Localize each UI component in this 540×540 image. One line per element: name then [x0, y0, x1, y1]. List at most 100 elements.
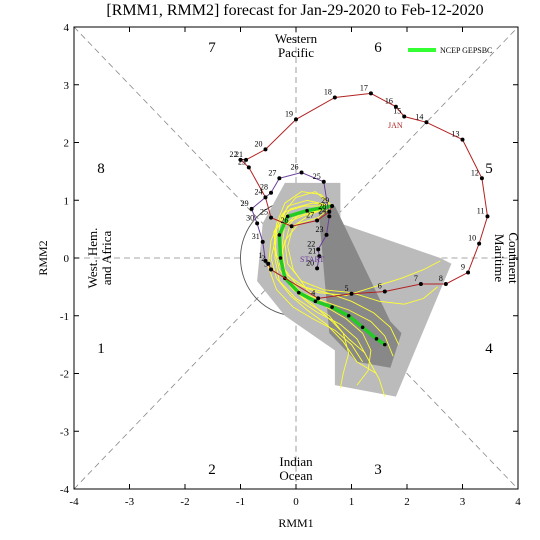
jan-label-24: 24: [254, 187, 262, 196]
jan-label-23: 23: [238, 157, 246, 166]
dec-label-27: 27: [268, 168, 276, 177]
region-right-line1: Maritime: [492, 234, 507, 283]
jan-point-25: [269, 215, 274, 220]
jan-label-27: 27: [306, 210, 314, 219]
dec-point-20: [315, 266, 320, 271]
jan-point-27: [315, 218, 320, 223]
jan-label-2: 2: [261, 254, 265, 263]
region-bottom-line2: Ocean: [279, 468, 313, 483]
jan-label-11: 11: [477, 206, 485, 215]
ensemble-member-6: [278, 205, 350, 388]
x-tick-label-3: -1: [236, 496, 245, 508]
jan-point-4: [316, 296, 321, 301]
ensemble-mean-point-2: [285, 214, 290, 219]
region-left-line2: and Africa: [99, 231, 114, 286]
ensemble-mean-point-11: [374, 337, 379, 341]
phase-8-label: 8: [97, 161, 105, 177]
dec-point-31: [260, 239, 265, 244]
jan-label-19: 19: [285, 109, 293, 118]
x-tick-label-2: -2: [180, 496, 189, 508]
ensemble-mean-point-9: [346, 313, 351, 318]
jan-label-7: 7: [414, 274, 418, 283]
jan-point-6: [382, 289, 387, 294]
jan-point-18: [332, 95, 337, 100]
jan-point-13: [460, 137, 465, 142]
start-label: START: [300, 255, 324, 264]
dec-label-29: 29: [241, 199, 249, 208]
dec-label-26: 26: [291, 163, 299, 172]
ensemble-mean-point-7: [313, 299, 318, 304]
jan-label-3: 3: [264, 260, 268, 269]
jan-point-7: [418, 281, 423, 286]
x-axis-label: RMM1: [278, 516, 313, 530]
jan-label-20: 20: [254, 139, 262, 148]
dec-point-26: [299, 170, 304, 175]
ensemble-mean-point-10: [360, 325, 365, 330]
ensemble-member-7: [278, 199, 394, 357]
dec-label-20: 20: [306, 258, 314, 267]
region-top-line1: Western: [275, 31, 318, 46]
ensemble-mean-point-1: [305, 208, 309, 213]
y-tick-label-5: 1: [64, 195, 70, 207]
jan-label-16: 16: [385, 97, 393, 106]
x-tick-label-7: 3: [460, 496, 466, 508]
dec-label-28: 28: [260, 183, 268, 192]
phase-3-label: 3: [374, 462, 382, 478]
jan-label-21: 21: [235, 150, 243, 159]
dec-point-29: [249, 206, 254, 211]
jan-label-13: 13: [452, 130, 460, 139]
region-left-line1: West. Hem.: [85, 228, 100, 289]
dec-point-27: [277, 176, 282, 181]
jan-label-10: 10: [468, 234, 476, 243]
jan-point-23: [246, 165, 251, 170]
dec-point-25: [321, 179, 326, 184]
jan-label-4: 4: [311, 288, 315, 297]
jan-label-25: 25: [260, 208, 268, 217]
x-tick-label-4: 0: [293, 496, 299, 508]
jan-label-22: 22: [230, 150, 238, 159]
ensemble-members: [267, 191, 441, 397]
x-tick-label-8: 4: [515, 496, 521, 508]
phase-4-label: 4: [485, 341, 493, 357]
jan-label-8: 8: [439, 274, 443, 283]
jan-label-1: 1: [258, 251, 262, 260]
jan-point-19: [294, 117, 298, 122]
jan-label-5: 5: [345, 284, 349, 293]
jan-point-17: [368, 91, 373, 96]
ensemble-member-10: [273, 191, 366, 354]
jan-point-14: [424, 120, 429, 125]
ensemble-member-1: [274, 202, 386, 397]
jan-point-10: [477, 241, 482, 246]
jan-label-17: 17: [360, 83, 368, 92]
jan-label-18: 18: [324, 87, 332, 96]
dec-label-21: 21: [308, 246, 316, 255]
jan-point-2: [266, 261, 271, 266]
phase-2-label: 2: [208, 462, 216, 478]
region-top-line2: Pacific: [278, 45, 314, 60]
jan-point-20: [263, 147, 268, 152]
ensemble-member-9: [284, 205, 438, 305]
y-tick-label-1: -3: [60, 426, 70, 438]
jan-label-15: 15: [393, 107, 401, 116]
jan-point-28: [327, 209, 332, 214]
jan-point-24: [263, 195, 268, 200]
x-tick-label-6: 2: [404, 496, 410, 508]
dec-label-23: 23: [316, 225, 324, 234]
dec-label-22: 22: [307, 239, 315, 248]
jan-label-9: 9: [461, 262, 465, 271]
dec-label-30: 30: [246, 213, 254, 222]
jan-point-12: [479, 176, 484, 181]
region-right-line2: Continent: [506, 232, 521, 284]
jan-point-29: [330, 204, 335, 209]
x-tick-label-1: -3: [125, 496, 135, 508]
jan-point-15: [402, 114, 407, 119]
dec-label-31: 31: [252, 232, 260, 241]
y-tick-label-0: -4: [60, 484, 70, 496]
y-tick-label-8: 4: [64, 22, 70, 34]
jan-label-28: 28: [318, 202, 326, 211]
ensemble-mean-point-8: [330, 305, 334, 309]
region-labels: Western Pacific Indian Ocean West. Hem. …: [85, 31, 521, 483]
